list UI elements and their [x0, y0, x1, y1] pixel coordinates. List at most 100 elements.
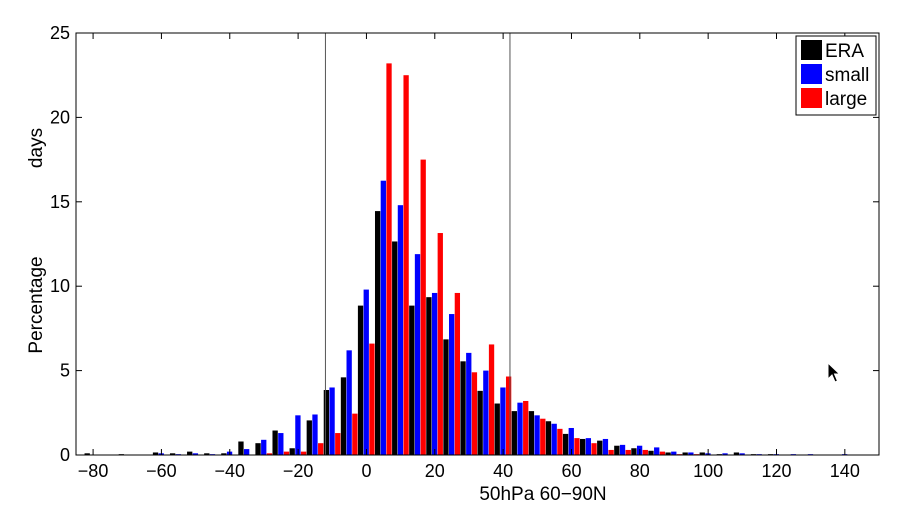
x-tick-label: 140: [830, 461, 860, 481]
bar-large-60: [574, 438, 580, 455]
bar-era-35: [477, 390, 483, 455]
bar-large--30: [266, 453, 273, 455]
bar-large-50: [540, 418, 546, 455]
bar-small-65: [585, 438, 592, 455]
bar-small-25: [449, 314, 455, 455]
bar-small-0: [363, 289, 369, 455]
bar-small-75: [619, 444, 626, 455]
bar-era-40: [494, 403, 500, 455]
bar-small-40: [500, 387, 506, 455]
bar-era-80: [631, 448, 637, 455]
bar-era--10: [323, 390, 330, 455]
bar-era--5: [340, 377, 347, 455]
plot-background: [76, 33, 879, 455]
x-tick-label: 100: [693, 461, 723, 481]
bar-large-15: [420, 159, 426, 455]
bar-small-15: [414, 254, 421, 455]
bar-era--30: [255, 443, 261, 455]
x-tick-label: 80: [630, 461, 650, 481]
bar-small-105: [722, 453, 728, 455]
bar-small-95: [688, 452, 694, 455]
bar-small-90: [671, 451, 677, 455]
bar-era-30: [460, 361, 466, 455]
bar-era--60: [152, 452, 159, 455]
bar-era-70: [597, 440, 603, 455]
bar-large--15: [318, 443, 324, 455]
bar-era-10: [392, 241, 398, 455]
bar-era-15: [409, 305, 415, 455]
bar-era-60: [562, 433, 569, 455]
bar-small-60: [568, 427, 574, 455]
bar-small-10: [397, 205, 404, 455]
legend-label-large: large: [825, 89, 867, 110]
bar-large-55: [557, 428, 563, 455]
bars-group: [84, 63, 848, 455]
y-tick-label: 25: [50, 23, 70, 43]
legend-swatch-era: [801, 40, 822, 60]
x-tick-label: 20: [425, 461, 445, 481]
x-tick-label: −60: [146, 461, 177, 481]
bar-large--5: [352, 413, 358, 455]
bar-small-30: [466, 352, 472, 455]
plot-frame: [75, 32, 880, 456]
bar-small-70: [602, 438, 609, 455]
x-tick-label: −80: [78, 461, 109, 481]
bar-large-35: [488, 344, 495, 455]
legend-swatch-large: [801, 88, 822, 108]
bar-large-20: [437, 233, 443, 455]
bar-large-40: [505, 376, 512, 455]
bar-large-10: [403, 75, 409, 455]
x-tick-label: 0: [361, 461, 371, 481]
bar-small-20: [431, 292, 438, 455]
bar-era--50: [187, 451, 193, 455]
bar-era-90: [665, 452, 671, 455]
y-ticks-group: 0 5 10 15 20 25: [50, 23, 879, 465]
y-tick-label: 0: [60, 445, 70, 465]
bar-era--15: [306, 420, 312, 455]
legend-label-era: ERA: [825, 41, 864, 62]
bar-era-20: [426, 297, 432, 455]
bar-era-75: [614, 445, 620, 455]
bar-small-35: [483, 370, 489, 455]
legend-label-small: small: [825, 65, 869, 86]
bar-large-65: [591, 443, 597, 455]
bar-era-65: [580, 438, 586, 455]
x-tick-label: 120: [761, 461, 791, 481]
bar-large-30: [471, 372, 478, 455]
bar-era--20: [289, 448, 295, 455]
bar-small-5: [380, 180, 386, 455]
bar-era--25: [272, 430, 278, 455]
bar-era-100: [699, 452, 705, 455]
y-tick-label: 15: [50, 192, 70, 212]
bar-small-85: [654, 447, 660, 455]
y-tick-label: 10: [50, 276, 70, 296]
vertical-lines-group: [324, 33, 511, 455]
mouse-cursor-icon: [827, 362, 841, 383]
bar-small-55: [551, 423, 557, 455]
bar-era-45: [511, 411, 517, 455]
bar-large-80: [642, 449, 648, 455]
bar-small--50: [192, 453, 199, 455]
bar-era--35: [238, 441, 244, 455]
bar-large-5: [386, 63, 392, 455]
bar-era-110: [733, 452, 740, 455]
bar-small-50: [534, 415, 540, 455]
legend-swatch-small: [801, 64, 822, 84]
x-tick-label: 60: [561, 461, 581, 481]
bar-large--20: [300, 451, 307, 455]
y-tick-label: 20: [50, 107, 70, 127]
bar-era--40: [221, 453, 227, 455]
bar-era-0: [357, 305, 364, 455]
bar-large-45: [523, 400, 529, 455]
bar-small--5: [346, 350, 352, 455]
bar-small-110: [739, 453, 745, 455]
bar-small--10: [329, 387, 335, 455]
y-axis-label-secondary: days: [26, 128, 47, 168]
bar-era--80: [84, 453, 90, 455]
bar-large-25: [454, 292, 461, 455]
bar-small-45: [517, 402, 523, 455]
x-tick-label: −20: [283, 461, 314, 481]
bar-era-50: [528, 411, 535, 455]
bar-large--25: [283, 451, 290, 455]
